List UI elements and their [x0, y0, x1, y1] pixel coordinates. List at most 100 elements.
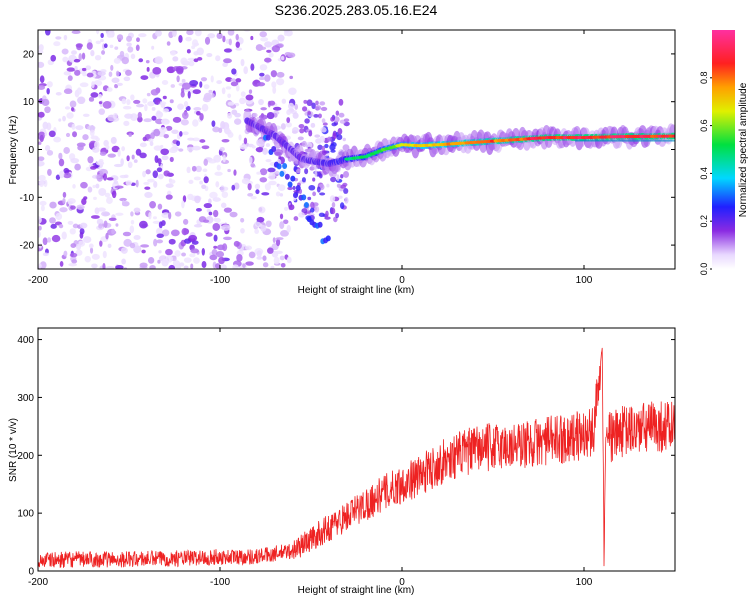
heatmap-noise-cell [102, 250, 107, 259]
heatmap-noise-cell [257, 206, 266, 214]
heatmap-noise-cell [182, 195, 187, 203]
heatmap-noise-cell [215, 251, 225, 258]
heatmap-noise-cell [272, 106, 282, 111]
heatmap-noise-cell [87, 156, 94, 164]
heatmap-noise-cell [294, 103, 299, 110]
heatmap-noise-cell [265, 143, 271, 147]
heatmap-noise-cell [38, 263, 42, 269]
heatmap-noise-cell [319, 101, 326, 106]
heatmap-noise-cell [46, 149, 54, 156]
heatmap-noise-cell [115, 70, 120, 77]
heatmap-noise-cell [235, 78, 242, 83]
heatmap-noise-cell [120, 247, 128, 254]
heatmap-noise-cell [211, 120, 216, 128]
heatmap-noise-cell [222, 243, 228, 252]
heatmap-noise-cell [216, 32, 223, 39]
colorbar-tick-label: 0.2 [699, 215, 709, 228]
heatmap-noise-cell [64, 106, 71, 110]
heatmap-noise-cell [204, 36, 211, 45]
heatmap-noise-cell [103, 220, 108, 228]
heatmap-noise-cell [160, 103, 166, 108]
snr-y-tick-label: 100 [17, 509, 34, 520]
heatmap-noise-cell [220, 202, 227, 208]
heatmap-noise-cell [193, 176, 201, 181]
heatmap-noise-cell [136, 103, 145, 108]
heatmap-noise-cell [264, 41, 273, 48]
heatmap-noise-cell [250, 35, 254, 41]
heatmap-noise-cell [142, 136, 147, 142]
heatmap-noise-cell [314, 134, 321, 138]
heatmap-noise-cell [169, 99, 174, 104]
heatmap-noise-cell [212, 209, 219, 218]
heatmap-noise-cell [214, 217, 221, 223]
heatmap-noise-cell [315, 100, 319, 106]
heatmap-noise-cell [129, 225, 135, 234]
heatmap-noise-cell [250, 163, 256, 168]
heatmap-noise-cell [193, 223, 203, 228]
heatmap-noise-cell [98, 108, 106, 115]
heatmap-noise-cell [247, 192, 254, 197]
heatmap-noise-cell [58, 152, 63, 160]
heatmap-noise-cell [115, 223, 119, 227]
heatmap-ridge-cell [279, 170, 285, 177]
heatmap-noise-cell [42, 252, 49, 257]
heatmap-noise-cell [343, 188, 349, 194]
heatmap-noise-cell [91, 263, 98, 269]
heatmap-noise-cell [206, 208, 211, 213]
heatmap-noise-cell [264, 57, 272, 63]
heatmap-noise-cell [90, 135, 99, 140]
heatmap-noise-cell [271, 81, 277, 88]
heatmap-noise-cell [174, 211, 182, 217]
heatmap-noise-cell [38, 84, 46, 90]
heatmap-noise-cell [99, 151, 107, 156]
heatmap-noise-cell [254, 228, 260, 234]
heatmap-noise-cell [195, 208, 202, 212]
heatmap-noise-cell [152, 67, 162, 75]
heatmap-noise-cell [79, 222, 88, 229]
heatmap-noise-cell [71, 30, 81, 35]
heatmap-noise-cell [105, 144, 110, 150]
heatmap-ridge-cell [301, 194, 307, 201]
heatmap-noise-cell [69, 228, 76, 235]
heatmap-noise-cell [195, 110, 201, 116]
heatmap-noise-cell [179, 262, 185, 267]
heatmap-noise-cell [83, 196, 88, 200]
heatmap-noise-cell [172, 56, 179, 62]
heatmap-noise-cell [234, 118, 242, 125]
heatmap-noise-cell [331, 201, 336, 208]
heatmap-noise-cell [71, 123, 76, 130]
heatmap-noise-cell [127, 46, 134, 53]
heatmap-noise-cell [286, 224, 291, 233]
heatmap-noise-cell [321, 145, 326, 151]
heatmap-noise-cell [82, 72, 87, 77]
heatmap-noise-cell [99, 240, 103, 247]
heatmap-noise-cell [39, 180, 45, 187]
heatmap-noise-cell [266, 49, 272, 53]
heatmap-noise-cell [38, 160, 45, 167]
heatmap-noise-cell [268, 180, 277, 186]
snr-y-tick-label: 300 [17, 393, 34, 404]
heatmap-noise-cell [147, 256, 155, 264]
heatmap-noise-cell [222, 35, 226, 43]
heatmap-noise-cell [181, 227, 189, 236]
heatmap-noise-cell [288, 87, 297, 96]
heatmap-noise-cell [289, 75, 294, 80]
heatmap-noise-cell [161, 220, 166, 226]
heatmap-noise-cell [133, 99, 141, 104]
heatmap-noise-cell [205, 232, 213, 237]
heatmap-noise-cell [262, 262, 269, 268]
heatmap-noise-cell [153, 128, 161, 137]
heatmap-noise-cell [231, 184, 236, 191]
heatmap-noise-cell [161, 155, 169, 161]
heatmap-noise-cell [258, 76, 266, 81]
heatmap-ridge-cell [284, 173, 290, 180]
heatmap-noise-cell [91, 253, 100, 260]
snr-xlabel: Height of straight line (km) [298, 585, 415, 596]
heatmap-noise-cell [169, 179, 176, 184]
heatmap-noise-cell [221, 87, 226, 95]
heatmap-noise-cell [48, 130, 56, 138]
heatmap-noise-cell [155, 227, 163, 236]
heatmap-noise-cell [185, 105, 191, 111]
heatmap-noise-cell [98, 223, 103, 229]
heatmap-noise-cell [47, 168, 52, 176]
